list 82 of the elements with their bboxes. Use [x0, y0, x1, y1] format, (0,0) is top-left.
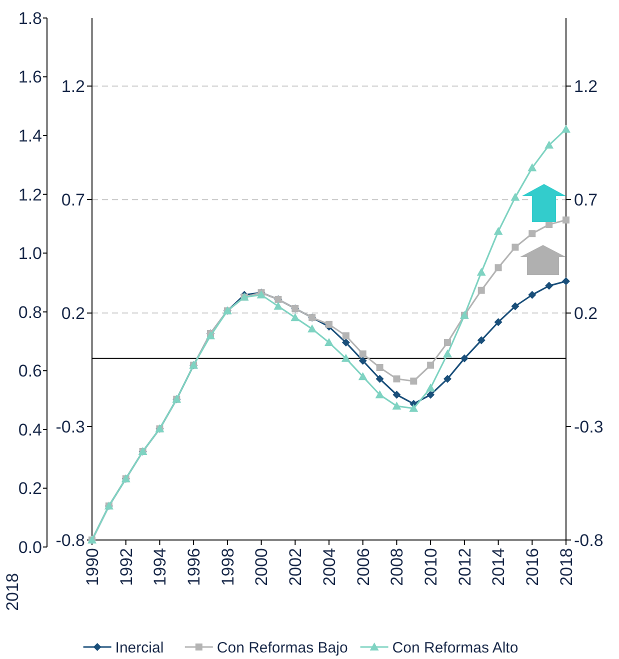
x-tick-label: 2016: [523, 548, 542, 586]
point: [562, 216, 570, 224]
y2-tick-label: 0.2: [574, 304, 598, 323]
y2-tick-label: -0.3: [574, 417, 604, 436]
y-tick-label: -0.3: [56, 417, 85, 436]
point: [562, 277, 570, 286]
y3-tick-label: 1.6: [18, 68, 42, 87]
y-tick-label: 0.7: [61, 190, 85, 210]
point: [308, 324, 317, 332]
x-tick-label: 2004: [320, 548, 339, 586]
legend-label: Con Reformas Bajo: [216, 639, 348, 656]
point: [427, 362, 434, 369]
point: [544, 140, 554, 149]
y3-tick-label: 0.6: [18, 362, 42, 381]
x-tick-label: 2008: [388, 548, 407, 586]
x-tick-label: 1998: [218, 548, 238, 586]
x-tick-label: 2000: [252, 548, 272, 586]
y-tick-label: -0.8: [56, 530, 85, 550]
y3-tick-label: 0.2: [18, 479, 42, 498]
point: [358, 372, 368, 380]
point: [528, 163, 537, 172]
point: [512, 244, 519, 251]
point: [342, 332, 350, 340]
y-tick-label: 0.2: [61, 304, 85, 323]
x-tick-label: 1992: [116, 548, 136, 586]
point: [443, 349, 452, 358]
point: [326, 320, 332, 328]
x-tick-label: 1990: [82, 548, 102, 586]
x-tick-label: 2018: [556, 548, 576, 586]
y3-tick-label: 0.0: [18, 538, 42, 557]
y-tick-label: 1.2: [61, 77, 85, 96]
point: [375, 390, 384, 398]
x-tick-label: 2010: [422, 548, 441, 586]
point: [528, 290, 536, 299]
point: [478, 286, 485, 294]
point: [528, 230, 536, 238]
legend-label: Inercial: [115, 639, 164, 656]
x-tick-label: 2002: [286, 548, 306, 586]
y3-tick-label: 1.0: [18, 244, 42, 264]
point: [392, 390, 401, 399]
point: [342, 338, 350, 347]
point: [476, 268, 486, 276]
point: [290, 313, 300, 322]
point: [477, 336, 486, 344]
point: [444, 374, 452, 383]
y2-tick-label: 0.7: [574, 190, 598, 210]
x-tick-label: 1994: [150, 548, 170, 586]
point: [324, 338, 334, 346]
point: [494, 264, 502, 272]
x-tick-label: 1996: [184, 548, 204, 586]
point: [426, 390, 435, 399]
point: [494, 226, 503, 235]
point: [410, 378, 418, 385]
x-tick-label: 2006: [354, 548, 373, 586]
point: [494, 318, 502, 326]
point: [341, 354, 350, 362]
y2-tick-label: 1.2: [574, 77, 598, 96]
x-tick-label: 2012: [455, 548, 474, 586]
point: [359, 350, 366, 358]
point: [376, 364, 384, 372]
point: [545, 282, 554, 290]
y3-tick-label: 0.4: [18, 420, 42, 440]
point: [358, 356, 367, 365]
point: [562, 124, 570, 133]
y3-tick-label: 0.8: [18, 302, 42, 322]
point: [460, 354, 468, 362]
y3-tick-label: 1.8: [18, 8, 42, 28]
point: [376, 374, 384, 383]
y2-tick-label: -0.8: [574, 530, 604, 550]
x-tick-label: 2014: [489, 548, 508, 586]
point: [393, 375, 400, 382]
point: [409, 404, 418, 412]
point: [392, 402, 402, 410]
text: 2018: [2, 573, 22, 611]
y3-tick-label: 1.2: [18, 185, 42, 204]
point: [426, 383, 436, 392]
point: [510, 192, 520, 201]
point: [511, 302, 520, 310]
y3-tick-label: 1.4: [18, 126, 42, 146]
point: [444, 339, 451, 346]
legend-label: Con Reformas Alto: [392, 639, 518, 656]
point: [274, 302, 283, 310]
